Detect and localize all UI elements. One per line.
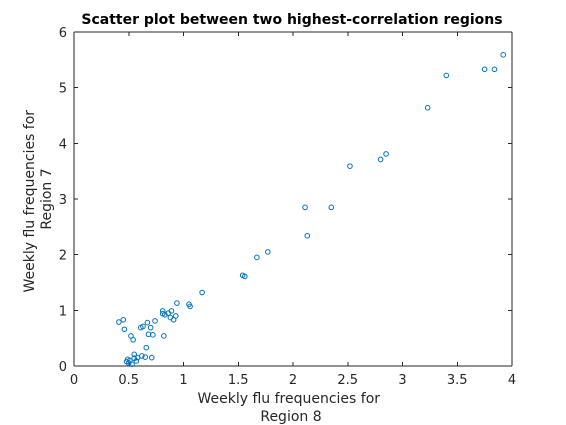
x-axis-label-line-2: Region 8: [260, 409, 321, 425]
scatter-point: [304, 232, 311, 239]
scatter-point: [147, 324, 154, 331]
y-tick-label: 2: [59, 249, 67, 264]
y-axis-label: Weekly flu frequencies for Region 7: [22, 105, 55, 292]
scatter-point: [242, 273, 248, 280]
y-tick-label: 1: [59, 304, 67, 319]
x-axis-label: Weekly flu frequencies for Region 8: [197, 391, 384, 425]
scatter-point: [150, 332, 156, 338]
scatter-point: [130, 337, 136, 343]
scatter-point: [424, 104, 431, 111]
scatter-point: [254, 254, 260, 261]
scatter-point: [347, 163, 353, 169]
x-tick-label: 2.5: [337, 373, 358, 388]
scatter-point: [116, 319, 122, 325]
x-tick-label: 3.5: [447, 373, 468, 388]
scatter-point: [121, 326, 128, 333]
scatter-point: [265, 249, 271, 255]
scatter-point: [142, 354, 148, 360]
x-tick-label: 0.5: [118, 373, 139, 388]
scatter-point: [302, 204, 308, 211]
y-tick-label: 6: [59, 26, 67, 41]
scatter-point: [140, 323, 146, 330]
scatter-point: [199, 289, 205, 296]
scatter-point: [377, 156, 384, 163]
scatter-point: [120, 317, 127, 323]
y-tick-label: 3: [59, 193, 67, 208]
x-tick-label: 1: [179, 373, 187, 388]
x-tick-label: 0: [70, 373, 78, 388]
scatter-point: [129, 361, 135, 368]
scatter-point: [383, 151, 389, 157]
scatter-point: [139, 353, 145, 359]
chart-title: Scatter plot between two highest-correla…: [81, 12, 502, 28]
x-tick-label: 2: [289, 373, 297, 388]
y-tick-label: 5: [59, 82, 67, 97]
x-tick-label: 3: [398, 373, 406, 388]
x-tick-label: 1.5: [228, 373, 249, 388]
scatter-point: [187, 303, 193, 310]
y-tick-label: 0: [59, 360, 67, 375]
scatter-point: [481, 66, 488, 73]
data-points: [116, 52, 507, 368]
scatter-point: [500, 52, 507, 58]
scatter-point: [152, 318, 158, 324]
y-tick-label: 4: [59, 137, 67, 152]
scatter-point: [491, 66, 498, 73]
x-tick-label: 4: [508, 373, 516, 388]
y-axis-label-line-1: Weekly flu frequencies for: [22, 110, 38, 293]
scatter-point: [328, 204, 335, 211]
y-axis-label-line-2: Region 7: [39, 168, 55, 229]
scatter-point: [125, 360, 132, 367]
plot-area: [74, 32, 512, 366]
scatter-point: [133, 358, 140, 364]
scatter-point: [144, 319, 151, 326]
scatter-point: [143, 344, 150, 351]
scatter-point: [443, 72, 450, 79]
scatter-point: [174, 300, 180, 306]
scatter-point: [148, 354, 155, 361]
scatter-point: [131, 351, 138, 358]
x-axis-label-line-1: Weekly flu frequencies for: [197, 391, 380, 407]
scatter-point: [173, 313, 179, 319]
scatter-point: [168, 308, 175, 314]
scatter-point: [160, 333, 167, 339]
ticks: 0 0.5 1 1.5 2 2.5 3 3.5 4 0 1 2 3 4 5 6: [59, 26, 516, 388]
